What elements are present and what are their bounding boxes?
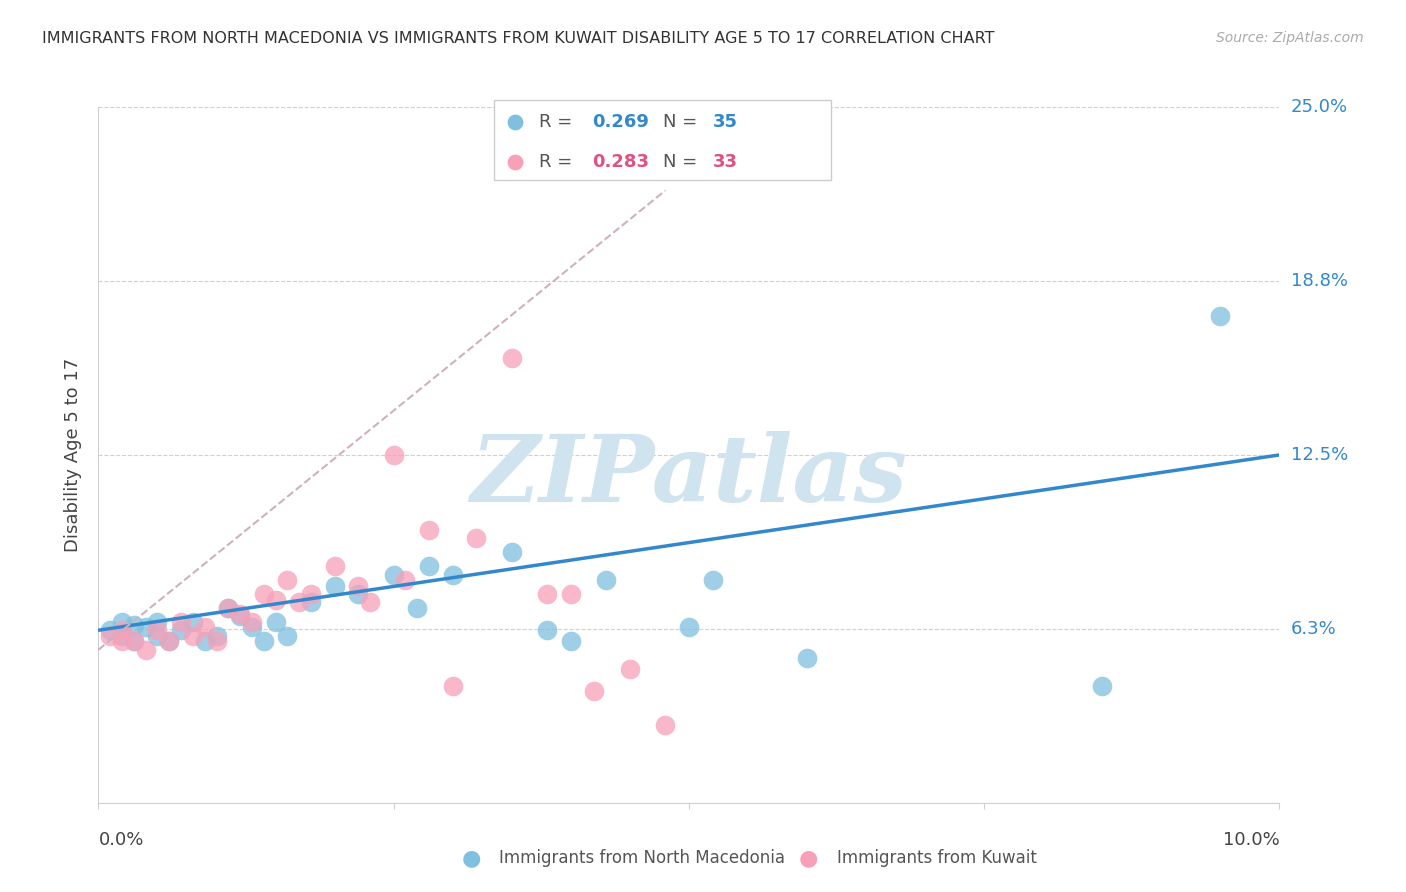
Point [240, 620, 263, 634]
Point [146, 629, 169, 643]
Point [347, 579, 370, 593]
Point [217, 601, 239, 615]
Point [264, 615, 287, 629]
Point [194, 620, 217, 634]
Point [288, 595, 311, 609]
Text: 0.269: 0.269 [592, 113, 650, 131]
Text: ZIPatlas: ZIPatlas [471, 431, 907, 521]
Point [382, 567, 405, 582]
Text: N =: N = [664, 153, 703, 171]
Text: 25.0%: 25.0% [1291, 98, 1348, 116]
Text: R =: R = [538, 113, 578, 131]
Point [111, 624, 134, 638]
Text: R =: R = [538, 153, 578, 171]
Point [135, 620, 157, 634]
Point [702, 573, 724, 587]
Point [418, 559, 440, 574]
Point [299, 595, 322, 609]
Point [583, 684, 606, 698]
Text: 35: 35 [713, 113, 738, 131]
Point [253, 634, 276, 648]
Point [619, 662, 641, 676]
Point [359, 595, 381, 609]
Point [347, 587, 370, 601]
Point [157, 634, 180, 648]
Text: 0.0%: 0.0% [98, 830, 143, 848]
Point [394, 573, 416, 587]
Point [253, 587, 276, 601]
Text: IMMIGRANTS FROM NORTH MACEDONIA VS IMMIGRANTS FROM KUWAIT DISABILITY AGE 5 TO 17: IMMIGRANTS FROM NORTH MACEDONIA VS IMMIG… [42, 31, 994, 46]
Point [276, 629, 298, 643]
Point [323, 579, 346, 593]
Point [170, 615, 193, 629]
Point [122, 634, 145, 648]
Point [536, 624, 558, 638]
Point [501, 351, 523, 365]
Point [98, 624, 121, 638]
Point [501, 545, 523, 559]
Point [135, 642, 157, 657]
Point [264, 592, 287, 607]
Point [122, 617, 145, 632]
Text: Immigrants from North Macedonia: Immigrants from North Macedonia [499, 849, 785, 867]
Text: 18.8%: 18.8% [1291, 272, 1347, 290]
Point [465, 532, 488, 546]
Point [654, 718, 676, 732]
Point [595, 573, 617, 587]
Point [299, 587, 322, 601]
Text: N =: N = [664, 113, 703, 131]
Point [157, 634, 180, 648]
Text: ●: ● [799, 848, 818, 868]
Text: Source: ZipAtlas.com: Source: ZipAtlas.com [1216, 31, 1364, 45]
Point [1209, 309, 1232, 323]
FancyBboxPatch shape [494, 100, 831, 180]
Point [111, 629, 134, 643]
Text: Immigrants from Kuwait: Immigrants from Kuwait [837, 849, 1036, 867]
Text: ●: ● [461, 848, 481, 868]
Text: 10.0%: 10.0% [1223, 830, 1279, 848]
Text: 12.5%: 12.5% [1291, 446, 1348, 464]
Point [146, 615, 169, 629]
Y-axis label: Disability Age 5 to 17: Disability Age 5 to 17 [65, 358, 83, 552]
Text: 33: 33 [713, 153, 738, 171]
Point [146, 624, 169, 638]
Point [678, 620, 700, 634]
Point [98, 629, 121, 643]
Point [406, 601, 429, 615]
Text: 6.3%: 6.3% [1291, 620, 1336, 638]
Point [382, 448, 405, 462]
Text: 0.283: 0.283 [592, 153, 650, 171]
Point [217, 601, 239, 615]
Point [229, 607, 252, 621]
Point [205, 634, 228, 648]
Point [1091, 679, 1114, 693]
Point [181, 629, 204, 643]
Point [194, 634, 217, 648]
Point [111, 615, 134, 629]
Point [536, 587, 558, 601]
Point [796, 651, 818, 665]
Point [560, 634, 582, 648]
Point [111, 634, 134, 648]
Point [323, 559, 346, 574]
Point [240, 615, 263, 629]
Point [441, 679, 464, 693]
Point [418, 523, 440, 537]
Point [181, 615, 204, 629]
Point [122, 634, 145, 648]
Point [170, 624, 193, 638]
Point [229, 609, 252, 624]
Point [205, 629, 228, 643]
Point [276, 573, 298, 587]
Point [441, 567, 464, 582]
Point [560, 587, 582, 601]
